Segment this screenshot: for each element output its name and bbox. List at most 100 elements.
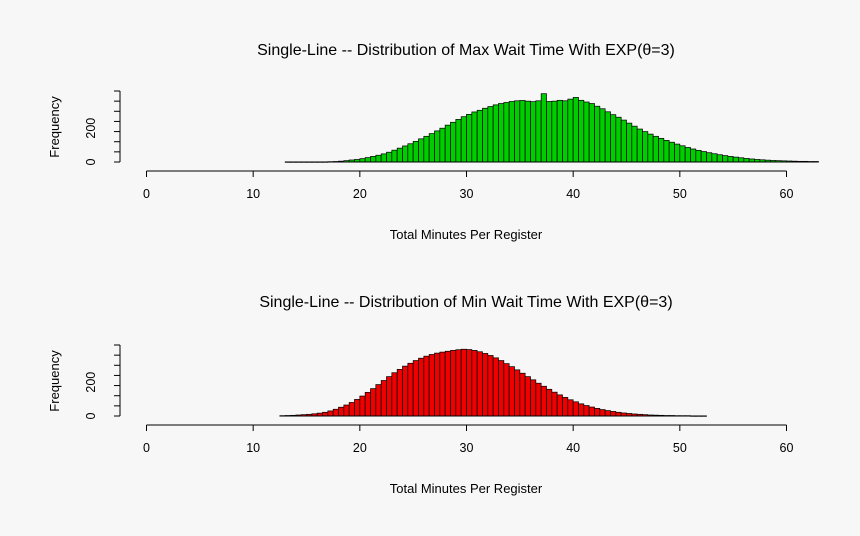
histogram-bar [455,349,462,417]
histogram-bar [695,149,702,163]
histogram-bar [460,116,467,163]
histogram-bar [684,147,691,163]
histogram-bar [514,100,521,163]
histogram-bar [535,100,542,163]
histogram-bar [668,141,675,163]
histogram-bar [604,111,611,163]
histogram-bar [418,138,425,163]
histogram-bar [492,357,499,417]
histogram-bar [471,111,478,163]
histogram-bar [652,135,659,163]
chart-title: Single-Line -- Distribution of Max Wait … [257,42,675,59]
histogram-bar [402,365,409,417]
x-tick-label: 30 [460,187,474,201]
histogram-bar [428,354,435,417]
histogram-bar [386,151,393,163]
y-axis: 0 200 [84,90,121,165]
x-axis-label: Total Minutes Per Register [390,481,543,496]
x-tick-label: 40 [566,441,580,455]
histogram-bar [663,140,670,163]
histogram-bar [364,391,371,417]
histogram-bar [594,408,601,417]
histogram-bar [738,157,745,163]
histogram-bar [588,103,595,163]
x-tick-label: 10 [246,187,260,201]
histogram-bar [428,133,435,163]
histogram-bar [578,403,585,417]
histogram-bar [418,357,425,417]
histogram-bar [722,155,729,163]
histogram-bar [647,133,654,163]
histogram-bar [530,379,537,417]
histogram-bar [359,395,366,417]
histogram-bar [503,102,510,163]
histogram-bar [332,408,339,417]
x-tick-label: 60 [780,441,794,455]
histogram-bar [530,101,537,163]
histogram-bar [706,152,713,163]
x-tick-label: 30 [460,441,474,455]
histogram-bar [343,404,350,417]
histogram-bar [572,401,579,417]
histogram-bar [546,101,553,163]
histogram-bar [562,100,569,163]
histogram-bar [642,131,649,163]
histogram-bar [460,348,467,417]
histogram-bar [450,121,457,163]
histogram-bar [700,151,707,163]
histogram-bar [439,351,446,417]
histogram-bar [508,366,515,417]
histogram-bar [380,153,387,163]
histogram-bar [711,153,718,163]
histogram-bar [386,376,393,417]
y-axis-label: Frequency [47,350,62,412]
histogram-bar [690,148,697,163]
histogram-bar [727,156,734,163]
histogram-bar [327,410,334,417]
histogram-bar [354,399,361,417]
histogram-bar [583,101,590,163]
y-tick-label: 200 [84,372,98,393]
histogram-bar [551,100,558,163]
histogram-bar [396,147,403,163]
histogram-bar [391,372,398,417]
histogram-bar [508,101,515,163]
histogram-bar [412,360,419,417]
histogram-bar [743,158,750,163]
histogram-bar [567,399,574,417]
x-tick-label: 50 [673,187,687,201]
histogram-bar [514,369,521,417]
histogram-bar [599,409,606,417]
y-axis: 0 200 [84,344,121,419]
y-tick-label: 0 [84,158,98,165]
histogram-bar [338,406,345,417]
histogram-bar [444,124,451,163]
histogram-bar [423,135,430,163]
x-tick-label: 20 [353,441,367,455]
histogram-bar [487,106,494,163]
histogram-bar [599,108,606,163]
histogram-bar [482,107,489,163]
histogram-bar [364,157,371,163]
histogram-bar [407,143,414,163]
histogram-bar [375,154,382,163]
histogram-bar [620,119,627,163]
x-tick-label: 60 [780,187,794,201]
histogram-bar [391,149,398,163]
histogram-bar [535,382,542,417]
histogram-bar [716,154,723,163]
histogram-bar [402,145,409,163]
y-tick-label: 0 [84,412,98,419]
histogram-bar [540,93,547,163]
x-tick-label: 0 [143,187,150,201]
histogram-bar [578,99,585,163]
histogram-bar [556,99,563,163]
histogram-bar [375,384,382,417]
histogram-bar [434,130,441,163]
histogram-bar [615,116,622,163]
histogram-bar [546,388,553,417]
histogram-bar [412,141,419,163]
bar-group [284,93,819,163]
